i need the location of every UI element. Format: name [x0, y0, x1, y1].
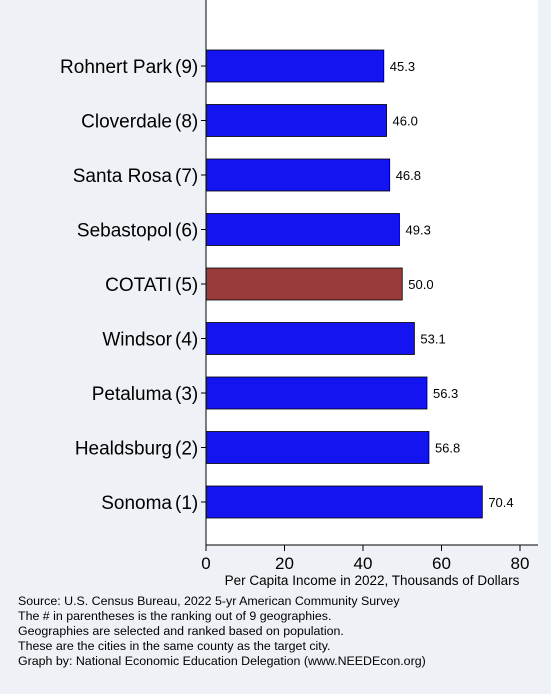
category-label: Sebastopol: [77, 221, 172, 242]
bar-sonoma: [205, 485, 483, 519]
rank-label: (3): [175, 384, 198, 405]
value-label: 56.3: [433, 386, 458, 401]
bar-windsor: [205, 322, 415, 355]
rank-label: (2): [175, 439, 198, 460]
value-label: 50.0: [408, 277, 433, 292]
category-label: Windsor: [102, 330, 172, 351]
value-label: 56.8: [435, 441, 460, 456]
x-tick-label: 20: [275, 554, 294, 573]
value-label: 70.4: [488, 495, 513, 510]
category-label: Santa Rosa: [73, 166, 173, 187]
credit-note: Graph by: National Economic Education De…: [18, 654, 426, 668]
ranking-note: The # in parentheses is the ranking out …: [18, 609, 332, 623]
x-tick-label: 80: [511, 554, 530, 573]
bar-petaluma: [205, 376, 428, 410]
rank-label: (4): [175, 330, 198, 351]
value-label: 49.3: [406, 223, 431, 238]
bar-santa-rosa: [205, 158, 391, 192]
category-label: Rohnert Park: [60, 57, 172, 78]
bar-rohnert-park: [205, 49, 385, 83]
rank-label: (6): [175, 221, 198, 242]
x-tick-label: 0: [201, 554, 210, 573]
county-note: These are the cities in the same county …: [18, 639, 331, 653]
x-tick-label: 40: [354, 554, 373, 573]
chart-notes: Source: U.S. Census Bureau, 2022 5-yr Am…: [18, 594, 548, 669]
rank-label: (9): [175, 57, 198, 78]
rank-label: (1): [175, 493, 198, 514]
x-tick-label: 60: [432, 554, 451, 573]
rank-label: (5): [175, 275, 198, 296]
bar-cloverdale: [205, 104, 387, 137]
category-label: COTATI: [105, 275, 172, 296]
value-label: 45.3: [390, 59, 415, 74]
bar-cotati: [205, 267, 403, 301]
bar-healdsburg: [205, 431, 430, 464]
category-label: Healdsburg: [75, 439, 172, 460]
category-label: Sonoma: [101, 493, 172, 514]
value-label: 46.8: [396, 168, 421, 183]
selection-note: Geographies are selected and ranked base…: [18, 624, 344, 638]
x-axis-title: Per Capita Income in 2022, Thousands of …: [225, 573, 520, 588]
value-label: 46.0: [393, 114, 418, 129]
rank-label: (8): [175, 112, 198, 133]
category-label: Petaluma: [92, 384, 173, 405]
rank-label: (7): [175, 166, 198, 187]
source-note: Source: U.S. Census Bureau, 2022 5-yr Am…: [18, 594, 400, 608]
bar-sebastopol: [205, 213, 400, 246]
value-label: 53.1: [420, 332, 445, 347]
category-label: Cloverdale: [81, 112, 172, 133]
